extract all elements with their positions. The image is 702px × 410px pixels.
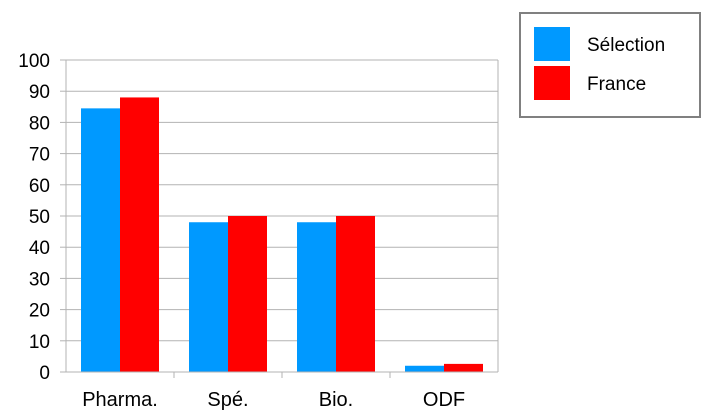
y-tick-label: 90 — [29, 82, 50, 103]
x-category-label: Spé. — [207, 389, 248, 410]
y-tick-label: 20 — [29, 301, 50, 322]
bars — [81, 97, 483, 373]
y-tick-label: 60 — [29, 176, 50, 197]
y-tick-label: 10 — [29, 332, 50, 353]
y-tick-label: 70 — [29, 145, 50, 166]
legend-swatch-france — [534, 66, 570, 100]
bar-selection-1 — [189, 222, 228, 372]
legend-swatch-selection — [534, 27, 570, 61]
y-tick-label: 30 — [29, 269, 50, 290]
bar-france-3 — [444, 363, 483, 372]
x-category-labels: Pharma. Spé. Bio. ODF — [82, 389, 465, 410]
bar-france-0 — [120, 97, 159, 372]
y-tick-labels: 0 10 20 30 40 50 60 70 80 90 100 — [18, 51, 50, 384]
x-category-label: Bio. — [319, 389, 353, 410]
bar-france-2 — [336, 216, 375, 372]
bar-selection-2 — [297, 222, 336, 372]
bar-france-1 — [228, 216, 267, 372]
axes — [60, 59, 499, 378]
x-category-label: Pharma. — [82, 389, 158, 410]
legend: Sélection France — [519, 12, 701, 118]
x-category-label: ODF — [423, 389, 465, 410]
legend-label-france: France — [587, 74, 646, 95]
bar-selection-3 — [405, 365, 444, 372]
y-tick-label: 0 — [39, 363, 50, 384]
legend-label-selection: Sélection — [587, 35, 665, 56]
y-tick-label: 40 — [29, 238, 50, 259]
bar-selection-0 — [81, 108, 120, 373]
y-tick-label: 80 — [29, 113, 50, 134]
y-tick-label: 50 — [29, 207, 50, 228]
y-tick-label: 100 — [18, 51, 50, 72]
